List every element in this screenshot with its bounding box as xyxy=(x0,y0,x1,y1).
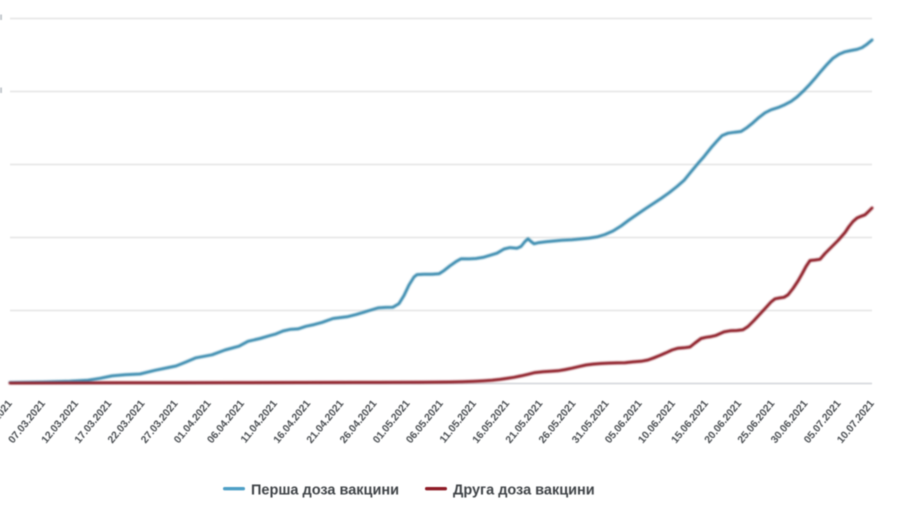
svg-text:Перша доза вакцини: Перша доза вакцини xyxy=(251,483,399,499)
svg-text:Друга доза вакцини: Друга доза вакцини xyxy=(453,483,595,499)
